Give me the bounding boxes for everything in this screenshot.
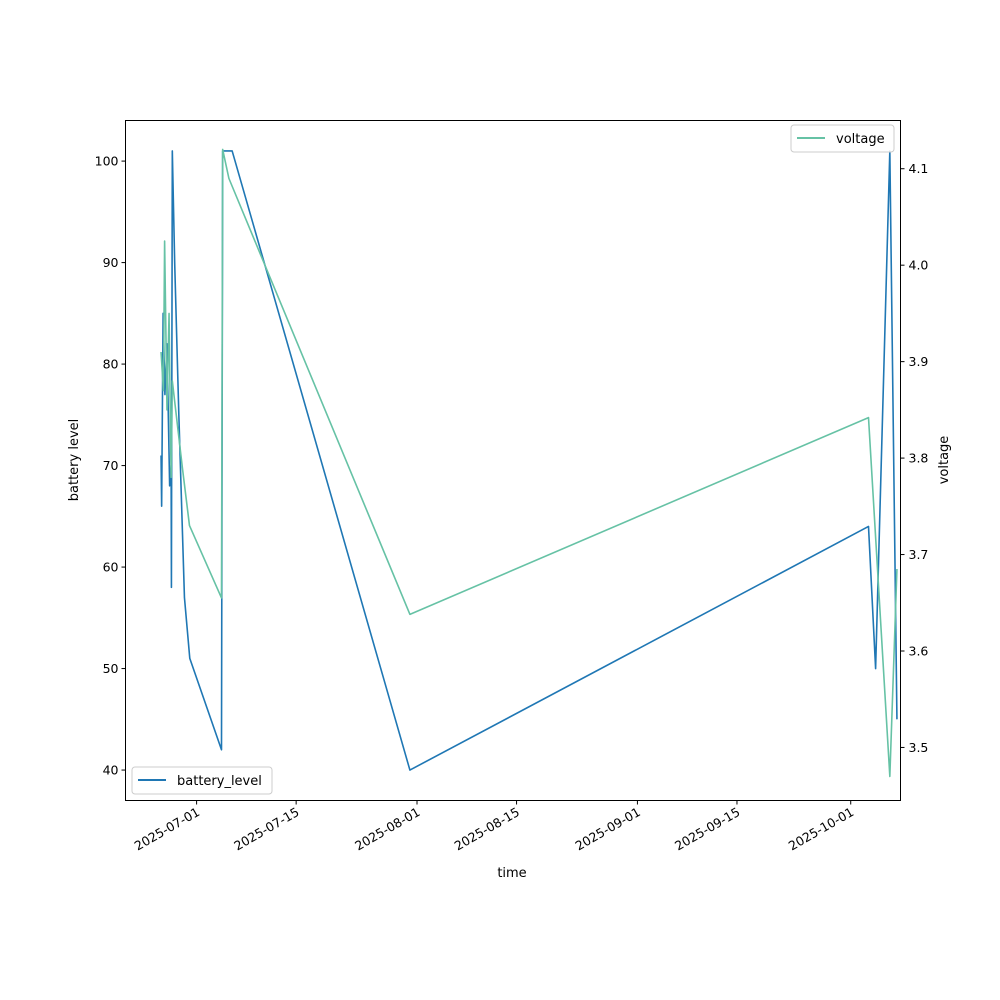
y-axis-left: 40 50 60 70 80 90 100 [95, 154, 126, 778]
legend-battery-level: battery_level [131, 766, 273, 795]
legend-voltage: voltage [790, 124, 895, 153]
y-left-tick-label: 100 [95, 154, 119, 169]
y-left-tick-label: 90 [103, 255, 119, 270]
legend-box [790, 124, 895, 153]
plot-area [160, 148, 898, 778]
y-right-tick-label: 4.1 [909, 161, 929, 176]
y-right-tick-label: 4.0 [909, 258, 929, 273]
y-right-tick-label: 3.5 [909, 740, 929, 755]
y-left-tick-label: 80 [103, 357, 119, 372]
y-axis-left-label: battery level [67, 419, 82, 502]
y-left-tick-label: 70 [103, 458, 119, 473]
axes-frame [125, 120, 901, 801]
series-line-voltage [160, 148, 898, 778]
y-axis-right: 3.5 3.6 3.7 3.8 3.9 4.0 4.1 [900, 161, 929, 755]
y-left-tick-label: 50 [103, 661, 119, 676]
y-right-tick-label: 3.7 [909, 547, 929, 562]
legend-box [131, 766, 273, 795]
x-axis-label: time [497, 866, 526, 881]
y-right-tick-label: 3.8 [909, 451, 929, 466]
legend-label-battery-level: battery_level [177, 774, 262, 789]
y-right-tick-label: 3.9 [909, 354, 929, 369]
series-line-battery-level [160, 150, 898, 771]
legend-label-voltage: voltage [836, 132, 885, 147]
y-axis-right-label: voltage [937, 436, 952, 485]
y-left-tick-label: 60 [103, 560, 119, 575]
y-left-tick-label: 40 [103, 763, 119, 778]
y-right-tick-label: 3.6 [909, 643, 929, 658]
